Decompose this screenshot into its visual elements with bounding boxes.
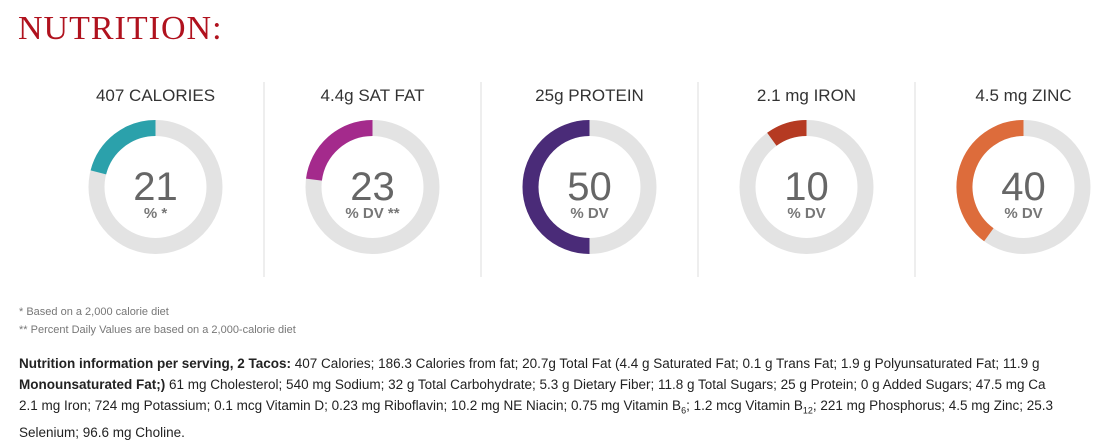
details-line: Selenium; 96.6 mg Choline. xyxy=(19,422,1117,443)
percent-value: 50 xyxy=(567,165,612,209)
item-label: 4.4g SAT FAT xyxy=(321,86,425,105)
percent-value: 23 xyxy=(350,165,395,209)
details-text: 2.1 mg Iron; 724 mg Potassium; 0.1 mcg V… xyxy=(19,398,682,413)
ring-arc xyxy=(956,120,1024,242)
percent-value: 10 xyxy=(784,165,829,209)
item-label: 4.5 mg ZINC xyxy=(975,86,1071,105)
details-text: 61 mg Cholesterol; 540 mg Sodium; 32 g T… xyxy=(165,377,1046,392)
ring-arc xyxy=(767,120,807,146)
details-text: 407 Calories; 186.3 Calories from fat; 2… xyxy=(291,356,1040,371)
item-label: 25g PROTEIN xyxy=(535,86,644,105)
footnotes: * Based on a 2,000 calorie diet ** Percen… xyxy=(19,303,296,339)
details-text: Monounsaturated Fat;) xyxy=(19,377,166,392)
item-label: 2.1 mg IRON xyxy=(757,86,856,105)
footnote: * Based on a 2,000 calorie diet xyxy=(19,306,169,318)
details-line: 2.1 mg Iron; 724 mg Potassium; 0.1 mcg V… xyxy=(19,395,1117,422)
title: NUTRITION: xyxy=(18,10,223,47)
percent-value: 40 xyxy=(1001,165,1046,209)
percent-unit: % DV xyxy=(1004,205,1042,222)
ring-arc xyxy=(522,120,590,254)
footnote: ** Percent Daily Values are based on a 2… xyxy=(19,324,296,336)
nutrition-panel: NUTRITION: 407 CALORIES 21% * 4.4g SAT FAT… xyxy=(18,10,1091,277)
details-text: ; 1.2 mcg Vitamin B xyxy=(686,398,803,413)
ring-arc xyxy=(90,120,156,175)
percent-unit: % DV ** xyxy=(345,205,399,222)
details-text: ; 221 mg Phosphorus; 4.5 mg Zinc; 25.3 xyxy=(812,398,1054,413)
ring-arc xyxy=(306,120,373,181)
details-line: Nutrition information per serving, 2 Tac… xyxy=(19,353,1117,374)
percent-value: 21 xyxy=(133,165,178,209)
details-line: Monounsaturated Fat;) 61 mg Cholesterol;… xyxy=(19,374,1117,395)
item-label: 407 CALORIES xyxy=(96,86,215,105)
percent-unit: % DV xyxy=(787,205,825,222)
details-text: 6 xyxy=(681,405,687,416)
details: Nutrition information per serving, 2 Tac… xyxy=(19,353,1117,443)
details-text: Selenium; 96.6 mg Choline. xyxy=(19,424,185,440)
percent-unit: % DV xyxy=(570,205,608,222)
details-text: Nutrition information per serving, 2 Tac… xyxy=(19,356,292,371)
percent-unit: % * xyxy=(144,205,168,222)
details-text: 12 xyxy=(802,405,813,416)
